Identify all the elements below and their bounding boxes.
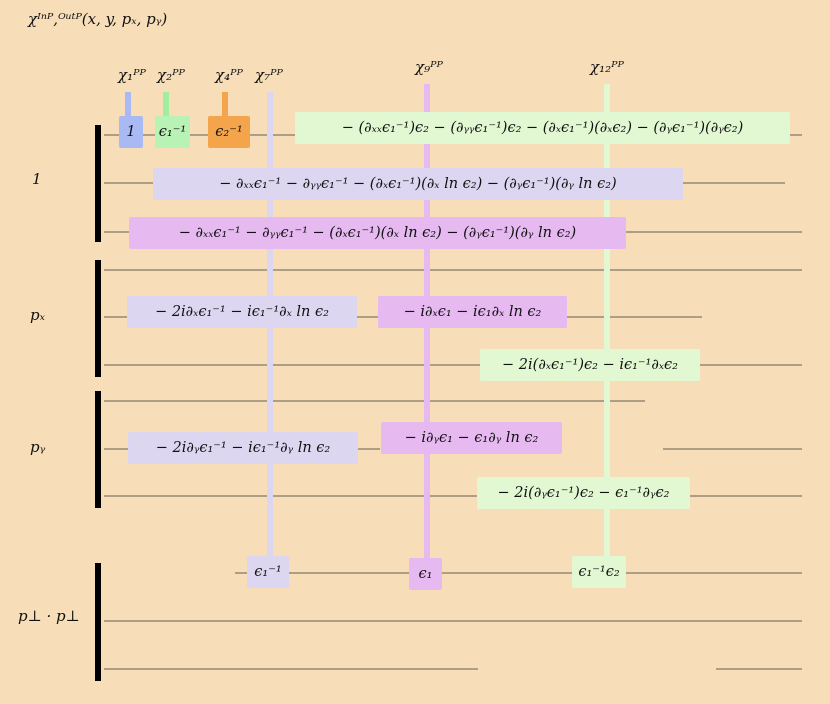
- term-box: − i∂ᵧϵ₁ − ϵ₁∂ᵧ ln ϵ₂: [381, 422, 562, 454]
- column-label: χ₂ᴾᴾ: [157, 66, 185, 84]
- column-label: χ₉ᴾᴾ: [415, 58, 443, 76]
- term-box: − 2i(∂ₓϵ₁⁻¹)ϵ₂ − iϵ₁⁻¹∂ₓϵ₂: [480, 349, 700, 381]
- column-label: χ₁₂ᴾᴾ: [590, 58, 624, 76]
- term-box: − 2i∂ᵧϵ₁⁻¹ − iϵ₁⁻¹∂ᵧ ln ϵ₂: [128, 432, 358, 464]
- column-label: χ₄ᴾᴾ: [215, 66, 243, 84]
- term-box: − 2i∂ₓϵ₁⁻¹ − iϵ₁⁻¹∂ₓ ln ϵ₂: [127, 296, 357, 328]
- term-box: − ∂ₓₓϵ₁⁻¹ − ∂ᵧᵧϵ₁⁻¹ − (∂ₓϵ₁⁻¹)(∂ₓ ln ϵ₂)…: [129, 217, 626, 249]
- title: χᴵⁿᴾ,ᴼᵘᵗᴾ(x, y, pₓ, pᵧ): [28, 10, 168, 28]
- row-label: pₓ: [30, 306, 45, 324]
- term-box: ϵ₁⁻¹ϵ₂: [572, 556, 626, 588]
- term-box: − (∂ₓₓϵ₁⁻¹)ϵ₂ − (∂ᵧᵧϵ₁⁻¹)ϵ₂ − (∂ₓϵ₁⁻¹)(∂…: [295, 112, 790, 144]
- term-box: ϵ₁: [409, 558, 442, 590]
- column-label: χ₁ᴾᴾ: [118, 66, 146, 84]
- column-label: χ₇ᴾᴾ: [255, 66, 283, 84]
- term-box: − i∂ₓϵ₁ − iϵ₁∂ₓ ln ϵ₂: [378, 296, 567, 328]
- term-box: 1: [119, 116, 143, 148]
- term-box: ϵ₁⁻¹: [247, 556, 289, 588]
- term-box: ϵ₁⁻¹: [155, 116, 190, 148]
- row-label: p⊥ · p⊥: [18, 607, 80, 625]
- term-box: − ∂ₓₓϵ₁⁻¹ − ∂ᵧᵧϵ₁⁻¹ − (∂ₓϵ₁⁻¹)(∂ₓ ln ϵ₂)…: [153, 168, 683, 200]
- row-label: pᵧ: [30, 438, 46, 456]
- term-box: − 2i(∂ᵧϵ₁⁻¹)ϵ₂ − ϵ₁⁻¹∂ᵧϵ₂: [477, 477, 690, 509]
- term-box: ϵ₂⁻¹: [208, 116, 250, 148]
- row-label: 1: [32, 170, 42, 188]
